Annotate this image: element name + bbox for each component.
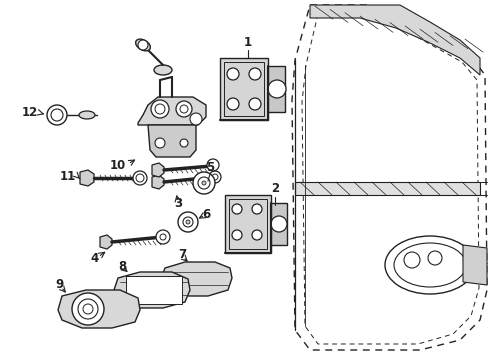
Circle shape <box>185 220 190 224</box>
Circle shape <box>178 212 198 232</box>
Circle shape <box>190 113 202 125</box>
Circle shape <box>176 101 192 117</box>
Polygon shape <box>462 245 486 285</box>
Circle shape <box>138 40 148 50</box>
Circle shape <box>51 109 63 121</box>
Circle shape <box>155 138 164 148</box>
Circle shape <box>226 68 239 80</box>
Circle shape <box>208 171 221 183</box>
Circle shape <box>183 217 193 227</box>
Circle shape <box>251 204 262 214</box>
Polygon shape <box>267 66 285 112</box>
Bar <box>224 62 264 116</box>
Circle shape <box>180 105 187 113</box>
Polygon shape <box>224 195 270 253</box>
Circle shape <box>136 174 143 182</box>
Circle shape <box>155 104 164 114</box>
Text: 12: 12 <box>22 105 38 118</box>
Circle shape <box>133 171 147 185</box>
Text: 9: 9 <box>56 279 64 292</box>
Circle shape <box>206 159 219 171</box>
Ellipse shape <box>79 111 95 119</box>
Text: 8: 8 <box>118 260 126 273</box>
Circle shape <box>198 177 209 189</box>
Polygon shape <box>152 163 163 177</box>
Circle shape <box>180 139 187 147</box>
Circle shape <box>270 216 286 232</box>
Circle shape <box>151 100 169 118</box>
Polygon shape <box>148 125 196 157</box>
Text: 11: 11 <box>60 170 76 183</box>
Circle shape <box>202 181 205 185</box>
Polygon shape <box>138 97 205 125</box>
Text: 5: 5 <box>205 161 214 174</box>
Circle shape <box>267 80 285 98</box>
Circle shape <box>248 68 261 80</box>
Text: 10: 10 <box>110 158 126 171</box>
Circle shape <box>78 299 98 319</box>
Circle shape <box>226 98 239 110</box>
Polygon shape <box>58 290 140 328</box>
Text: 2: 2 <box>270 181 279 194</box>
Ellipse shape <box>154 65 172 75</box>
Bar <box>126 276 182 304</box>
Text: 7: 7 <box>178 248 185 261</box>
Bar <box>228 199 266 249</box>
Circle shape <box>156 230 170 244</box>
Text: 3: 3 <box>174 197 182 210</box>
Circle shape <box>403 252 419 268</box>
Circle shape <box>427 251 441 265</box>
Polygon shape <box>114 272 190 308</box>
Ellipse shape <box>393 243 465 287</box>
Polygon shape <box>220 58 267 120</box>
Polygon shape <box>80 170 94 186</box>
Circle shape <box>72 293 104 325</box>
Circle shape <box>212 174 218 180</box>
Circle shape <box>248 98 261 110</box>
Circle shape <box>231 230 242 240</box>
Text: 1: 1 <box>244 36 251 49</box>
Text: 6: 6 <box>202 207 210 220</box>
Polygon shape <box>100 235 112 249</box>
Circle shape <box>83 304 93 314</box>
Polygon shape <box>161 262 231 296</box>
Polygon shape <box>270 203 286 245</box>
Polygon shape <box>309 5 479 75</box>
Circle shape <box>160 234 165 240</box>
Circle shape <box>47 105 67 125</box>
Circle shape <box>231 204 242 214</box>
Ellipse shape <box>135 39 150 51</box>
Circle shape <box>251 230 262 240</box>
Polygon shape <box>294 182 479 195</box>
Text: 4: 4 <box>91 252 99 265</box>
Circle shape <box>193 172 215 194</box>
Polygon shape <box>152 175 163 189</box>
Ellipse shape <box>384 236 474 294</box>
